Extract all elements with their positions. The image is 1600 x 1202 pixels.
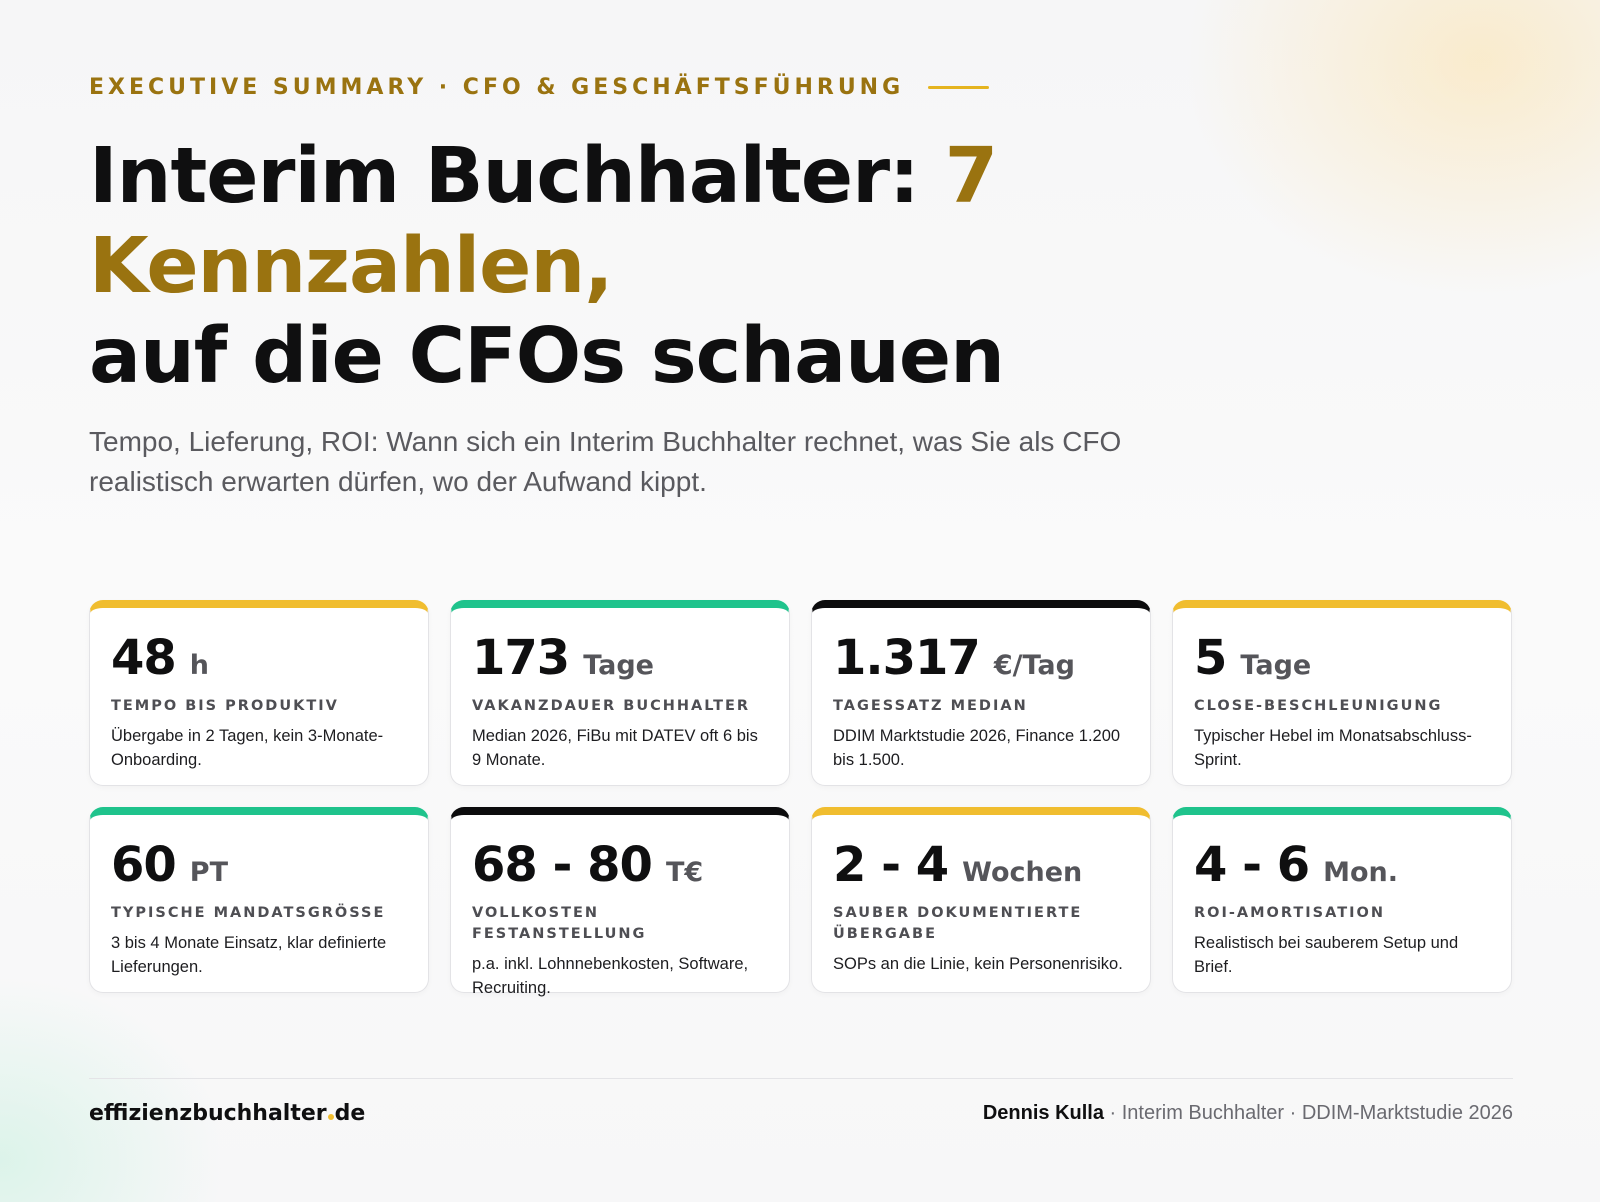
kpi-unit: Tage	[1240, 650, 1312, 681]
kpi-card: 5 Tage CLOSE-BESCHLEUNIGUNG Typischer He…	[1172, 600, 1512, 786]
kpi-card: 60 PT TYPISCHE MANDATSGRÖSSE 3 bis 4 Mon…	[89, 807, 429, 993]
kpi-value: 4 - 6	[1194, 837, 1310, 893]
kpi-value: 60	[111, 837, 177, 893]
kpi-unit: h	[189, 650, 210, 681]
kpi-label: VAKANZDAUER BUCHHALTER	[472, 698, 751, 714]
kpi-description: p.a. inkl. Lohnnebenkosten, Software, Re…	[472, 955, 749, 997]
eyebrow-text: EXECUTIVE SUMMARY · CFO & GESCHÄFTSFÜHRU…	[89, 74, 905, 100]
kpi-label: ROI-AMORTISATION	[1194, 905, 1385, 921]
kpi-card: 4 - 6 Mon. ROI-AMORTISATION Realistisch …	[1172, 807, 1512, 993]
footer-credit: Dennis Kulla · Interim Buchhalter · DDIM…	[983, 1102, 1513, 1125]
kpi-description: Median 2026, FiBu mit DATEV oft 6 bis 9 …	[472, 727, 758, 769]
kpi-card: 173 Tage VAKANZDAUER BUCHHALTER Median 2…	[450, 600, 790, 786]
kpi-value: 173	[472, 630, 570, 686]
kpi-figure: 5 Tage	[1194, 630, 1490, 686]
eyebrow: EXECUTIVE SUMMARY · CFO & GESCHÄFTSFÜHRU…	[89, 70, 990, 104]
kpi-label: CLOSE-BESCHLEUNIGUNG	[1194, 698, 1443, 714]
kpi-unit: PT	[189, 857, 229, 888]
title-part-2: auf die CFOs schauen	[89, 312, 1005, 401]
kpi-figure: 1.317 €/Tag	[833, 630, 1129, 686]
kpi-value: 1.317	[833, 630, 981, 686]
page-subtitle: Tempo, Lieferung, ROI: Wann sich ein Int…	[89, 426, 1122, 497]
brand-link[interactable]: effizienzbuchhalter de	[89, 1101, 365, 1126]
kpi-figure: 68 - 80 T€	[472, 837, 768, 893]
kpi-label: TYPISCHE MANDATSGRÖSSE	[111, 905, 386, 921]
kpi-value: 5	[1194, 630, 1227, 686]
kpi-label: VOLLKOSTEN FESTANSTELLUNG	[472, 905, 647, 942]
kpi-unit: Mon.	[1323, 857, 1399, 888]
kpi-value: 68 - 80	[472, 837, 653, 893]
kpi-unit: T€	[665, 857, 704, 888]
kpi-description: SOPs an die Linie, kein Personenrisiko.	[833, 955, 1123, 973]
kpi-figure: 60 PT	[111, 837, 407, 893]
executive-summary-page: EXECUTIVE SUMMARY · CFO & GESCHÄFTSFÜHRU…	[89, 0, 1513, 1202]
kpi-unit: Tage	[583, 650, 654, 681]
kpi-card: 48 h TEMPO BIS PRODUKTIV Übergabe in 2 T…	[89, 600, 429, 786]
kpi-description: Realistisch bei sauberem Setup und Brief…	[1194, 934, 1459, 976]
kpi-description: Typischer Hebel im Monatsabschluss-Sprin…	[1194, 727, 1472, 769]
kpi-unit: Wochen	[962, 857, 1083, 888]
kpi-card: 68 - 80 T€ VOLLKOSTEN FESTANSTELLUNG p.a…	[450, 807, 790, 997]
kpi-card: 2 - 4 Wochen SAUBER DOKUMENTIERTE ÜBERGA…	[811, 807, 1151, 993]
kpi-value: 2 - 4	[833, 837, 949, 893]
kpi-value: 48	[111, 630, 177, 686]
kpi-label: SAUBER DOKUMENTIERTE ÜBERGABE	[833, 905, 1083, 942]
page-title: Interim Buchhalter: 7 Kennzahlen, auf di…	[89, 132, 1189, 402]
kpi-description: Übergabe in 2 Tagen, kein 3-Monate-Onboa…	[111, 727, 384, 769]
kpi-unit: €/Tag	[993, 650, 1075, 681]
author-name: Dennis Kulla	[982, 1102, 1104, 1124]
brand-tld: de	[334, 1101, 366, 1126]
kpi-figure: 173 Tage	[472, 630, 768, 686]
kpi-description: 3 bis 4 Monate Einsatz, klar definierte …	[111, 934, 387, 976]
brand-name: effizienzbuchhalter	[89, 1101, 327, 1126]
brand-dot-icon	[327, 1114, 334, 1120]
title-accent: 7 Kennzahlen,	[89, 132, 998, 311]
kpi-figure: 4 - 6 Mon.	[1194, 837, 1490, 893]
eyebrow-rule	[928, 85, 990, 89]
kpi-figure: 2 - 4 Wochen	[833, 837, 1129, 893]
kpi-grid: 48 h TEMPO BIS PRODUKTIV Übergabe in 2 T…	[89, 600, 1513, 997]
credit-text: · Interim Buchhalter · DDIM-Marktstudie …	[1109, 1102, 1513, 1124]
title-part-1: Interim Buchhalter:	[89, 132, 920, 221]
kpi-card: 1.317 €/Tag TAGESSATZ MEDIAN DDIM Markts…	[811, 600, 1151, 786]
kpi-description: DDIM Marktstudie 2026, Finance 1.200 bis…	[833, 727, 1121, 769]
kpi-label: TEMPO BIS PRODUKTIV	[111, 698, 339, 714]
footer-divider	[89, 1078, 1513, 1079]
kpi-label: TAGESSATZ MEDIAN	[833, 698, 1028, 714]
kpi-figure: 48 h	[111, 630, 407, 686]
